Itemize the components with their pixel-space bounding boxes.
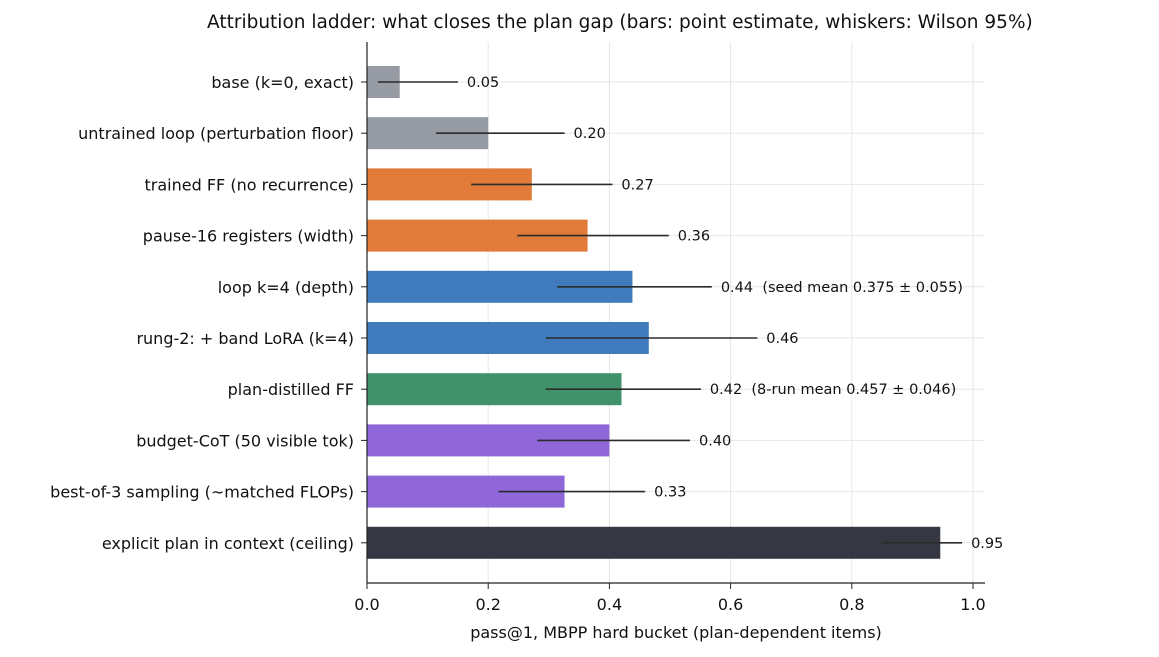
data-label: 0.36 [678,229,710,245]
axis-layer: 0.0 0.2 0.4 0.6 0.8 1.0 base (k=0, exact) untra… [50,42,986,614]
data-label: 0.44 (seed mean 0.375 ± 0.055) [721,280,963,296]
category-label: base (k=0, exact) [211,73,354,92]
category-label: plan-distilled FF [228,380,354,399]
data-label: 0.46 [766,331,798,347]
bar-layer [367,66,941,559]
x-tick-label: 1.0 [960,595,985,614]
data-label: 0.42 (8-run mean 0.457 ± 0.046) [710,382,956,398]
data-label: 0.27 [621,177,653,193]
category-label: trained FF (no recurrence) [145,175,354,194]
data-label: 0.05 [467,75,499,91]
category-label: rung-2: + band LoRA (k=4) [136,329,354,348]
x-tick-label: 0.2 [475,595,500,614]
category-label: best-of-3 sampling (~matched FLOPs) [50,483,354,502]
data-label: 0.33 [654,485,686,501]
data-label: 0.40 [699,433,731,449]
x-tick-label: 0.0 [354,595,379,614]
label-layer: 0.05 0.20 0.27 0.36 0.44 (seed mean 0.375 ± … [467,75,1003,552]
data-label: 0.20 [574,126,606,142]
chart-title: Attribution ladder: what closes the plan… [207,12,1033,33]
category-label: budget-CoT (50 visible tok) [136,431,354,450]
bar [367,526,941,559]
category-label: untrained loop (perturbation floor) [78,124,354,143]
category-label: loop k=4 (depth) [218,278,354,297]
x-axis-label: pass@1, MBPP hard bucket (plan-dependent… [470,623,882,642]
x-tick-label: 0.8 [839,595,864,614]
category-label: pause-16 registers (width) [143,227,354,246]
x-tick-label: 0.4 [597,595,622,614]
whisker-layer [377,81,963,544]
data-label: 0.95 [971,536,1003,552]
x-tick-label: 0.6 [718,595,743,614]
category-label: explicit plan in context (ceiling) [102,534,354,553]
